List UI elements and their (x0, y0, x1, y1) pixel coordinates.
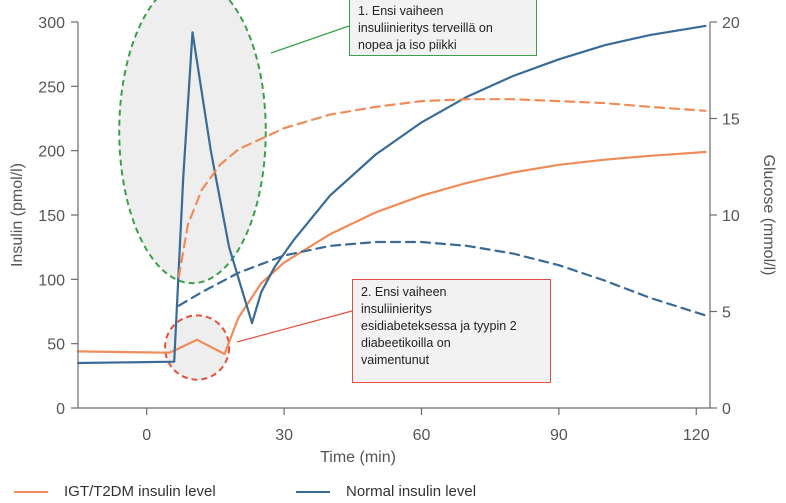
y-right-tick-label: 10 (722, 208, 740, 225)
legend-item-igt: IGT/T2DM insulin level (14, 483, 216, 500)
callout-healthy-first-phase: 1. Ensi vaiheen insuliinieritys terveill… (349, 0, 537, 56)
series-line-normal-insulin-level (76, 24, 707, 365)
x-tick-label: 0 (142, 427, 151, 444)
y-right-tick-label: 5 (722, 305, 731, 322)
axes-layer: 0 30 60 90 120 0 50 100 150 200 250 300 0 5 10 15 20 (38, 15, 740, 444)
x-axis-title: Time (min) (320, 449, 396, 466)
x-tick-label: 30 (275, 427, 293, 444)
x-tick-label: 120 (683, 427, 710, 444)
y-right-tick-label: 0 (722, 401, 731, 418)
y-left-tick-label: 150 (38, 208, 65, 225)
x-tick-label: 90 (550, 427, 568, 444)
legend-label-igt: IGT/T2DM insulin level (64, 483, 216, 500)
annotation-circle-first-phase-impaired (164, 314, 231, 381)
series-line-igt-t2dm-glucose (177, 98, 707, 278)
y-axis-right-title: Glucose (mmol/l) (760, 155, 777, 276)
series-line-normal-glucose (177, 240, 707, 317)
y-left-tick-label: 50 (47, 337, 65, 354)
y-left-tick-label: 0 (56, 401, 65, 418)
x-tick-label: 60 (413, 427, 431, 444)
series-layer (76, 24, 707, 365)
legend-label-normal: Normal insulin level (346, 483, 477, 500)
legend-swatch-normal (296, 490, 330, 493)
y-left-tick-label: 100 (38, 272, 65, 289)
y-left-tick-label: 300 (38, 15, 65, 32)
connector-impaired (236, 310, 353, 343)
y-right-tick-label: 20 (722, 15, 740, 32)
legend-swatch-igt (14, 490, 48, 493)
y-axis-left-title: Insulin (pmol/l) (9, 163, 26, 267)
series-line-igt-t2dm-insulin-level (76, 150, 707, 356)
y-right-tick-label: 15 (722, 112, 740, 129)
annotation-circles (118, 0, 267, 381)
annotation-circle-first-phase-healthy (118, 0, 267, 285)
y-left-tick-label: 200 (38, 144, 65, 161)
callout-impaired-first-phase: 2. Ensi vaiheen insuliinieritys esidiabe… (352, 279, 551, 383)
callout-connectors (236, 25, 353, 343)
legend-item-normal: Normal insulin level (296, 483, 476, 500)
connector-healthy (270, 25, 350, 54)
y-left-tick-label: 250 (38, 79, 65, 96)
